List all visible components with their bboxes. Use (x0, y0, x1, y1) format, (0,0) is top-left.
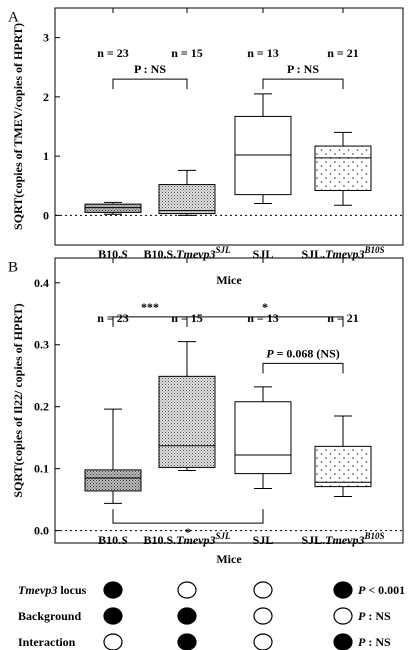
y-tick-label: 0 (43, 208, 49, 222)
x-axis-label: Mice (216, 273, 242, 287)
significance-bracket: * (112, 509, 264, 539)
box-2 (234, 386, 292, 489)
filled-dot (103, 607, 123, 625)
y-tick-label: 1 (43, 149, 49, 163)
bracket-line (262, 78, 344, 90)
plot-frame (54, 257, 404, 544)
y-tick-label: 0.1 (34, 462, 49, 476)
category-label: SJL.Tmevp3B10S (301, 531, 384, 547)
panel-label: A (8, 9, 19, 25)
chart-panel-b: B 0.0 0.1 0.2 0.3 0.4 SQRT(copies of Il22/ cop… (8, 257, 404, 566)
sample-size-label: n = 21 (327, 46, 359, 60)
open-dot (177, 581, 197, 599)
sample-size-label: n = 13 (247, 46, 279, 60)
filled-dot (103, 581, 123, 599)
box-iqr (234, 115, 292, 196)
bracket-label: * (262, 300, 268, 314)
legend-row: Background P : NS (18, 607, 391, 625)
filled-dot (333, 581, 353, 599)
significance-bracket: P = 0.068 (NS) (262, 346, 344, 374)
category-label: SJL (253, 533, 274, 547)
legend-row-label: Interaction (18, 635, 76, 649)
legend-row: Interaction P : NS (18, 633, 391, 650)
open-dot (253, 633, 273, 650)
y-tick-label: 0.0 (34, 524, 49, 538)
open-dot (333, 607, 353, 625)
legend-row-label: Tmevp3 locus (18, 583, 87, 597)
box-iqr (314, 145, 372, 191)
legend-row: Tmevp3 locus P < 0.001 (18, 581, 405, 599)
y-axis-label: SQRT(copies of TMEV/copies of HPRT) (11, 23, 25, 230)
significance-bracket: P : NS (112, 62, 188, 90)
open-dot (253, 607, 273, 625)
significance-bracket: P : NS (262, 62, 344, 90)
sample-size-label: n = 15 (171, 46, 203, 60)
y-tick-label: 0.4 (34, 276, 49, 290)
bracket-line (262, 362, 344, 374)
box-2 (234, 93, 292, 205)
y-axis-label: SQRT(copies of Il22/ copies of HPRT) (11, 303, 25, 497)
panel-label: B (8, 259, 18, 275)
category-label: B10.S (98, 533, 128, 547)
legend-row-result: P : NS (358, 609, 391, 623)
box-1 (158, 341, 216, 472)
bracket-label: P = 0.068 (NS) (266, 346, 340, 360)
legend-row-result: P : NS (358, 635, 391, 649)
plot-frame (54, 7, 404, 246)
filled-dot (177, 607, 197, 625)
bracket-line (112, 78, 188, 90)
x-axis-label: Mice (216, 552, 242, 566)
bracket-label: P : NS (287, 62, 319, 76)
box-iqr (158, 184, 216, 215)
chart-panel-a: A 0 1 2 3 SQRT(copies of TMEV/copies of HPRT)… (8, 7, 404, 287)
legend-row-label: Background (18, 609, 81, 623)
filled-dot (333, 633, 353, 650)
box-3 (314, 415, 372, 498)
bracket-label: P : NS (134, 62, 166, 76)
box-3 (314, 131, 372, 206)
y-tick-label: 2 (43, 90, 49, 104)
y-tick-label: 3 (43, 31, 49, 45)
bracket-line (186, 316, 344, 327)
category-label: B10.S.Tmevp3SJL (143, 531, 231, 547)
box-0 (84, 201, 142, 215)
box-1 (158, 169, 216, 216)
open-dot (103, 633, 123, 650)
significance-bracket: * (186, 300, 344, 327)
box-iqr (84, 203, 142, 213)
y-tick-label: 0.3 (34, 338, 49, 352)
bracket-label: * (185, 525, 191, 539)
bracket-line (112, 509, 264, 524)
sample-size-label: n = 13 (247, 311, 279, 325)
y-tick-label: 0.2 (34, 400, 49, 414)
legend-row-result: P < 0.001 (358, 583, 405, 597)
sample-size-label: n = 23 (97, 46, 129, 60)
box-iqr (84, 469, 142, 492)
box-iqr (314, 445, 372, 488)
box-0 (84, 408, 142, 504)
bracket-label: *** (141, 300, 159, 314)
box-iqr (158, 375, 216, 468)
open-dot (253, 581, 273, 599)
box-iqr (234, 401, 292, 475)
filled-dot (177, 633, 197, 650)
